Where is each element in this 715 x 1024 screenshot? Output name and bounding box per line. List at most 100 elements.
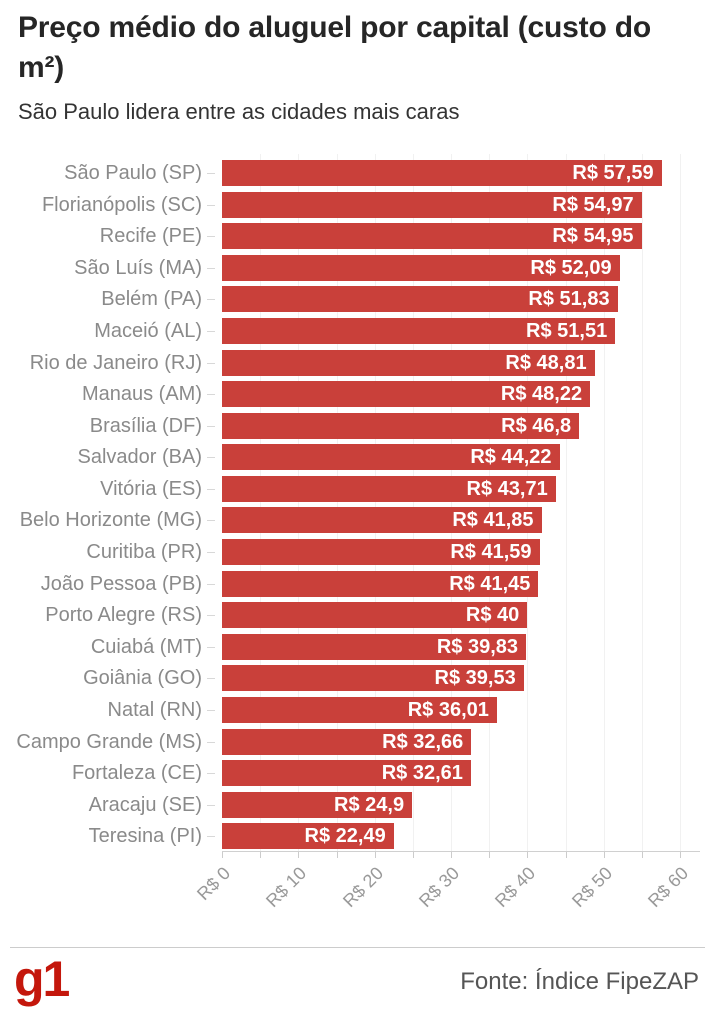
chart-row: Curitiba (PR) R$ 41,59 <box>0 539 715 565</box>
bar: R$ 48,81 <box>222 350 595 376</box>
category-tick <box>207 742 215 743</box>
x-axis-label: R$ 40 <box>491 863 540 912</box>
category-tick <box>207 363 215 364</box>
gridline <box>451 154 452 851</box>
x-axis-tick <box>298 852 300 858</box>
gridline <box>260 154 262 851</box>
category-label: Belém (PA) <box>101 288 202 310</box>
bar: R$ 24,9 <box>222 792 413 818</box>
category-tick <box>207 615 215 616</box>
category-tick <box>207 584 215 585</box>
gridline <box>336 154 338 851</box>
x-axis-tick <box>374 852 376 858</box>
category-label: Curitiba (PR) <box>86 541 202 563</box>
chart-row: Belo Horizonte (MG) R$ 41,85 <box>0 507 715 533</box>
chart-row: João Pessoa (PB) R$ 41,45 <box>0 571 715 597</box>
bar: R$ 22,49 <box>222 823 394 849</box>
bar: R$ 46,8 <box>222 413 580 439</box>
category-label: Manaus (AM) <box>81 383 202 405</box>
chart-row: Brasília (DF) R$ 46,8 <box>0 413 715 439</box>
bar: R$ 57,59 <box>222 160 662 186</box>
category-label: Aracaju (SE) <box>88 794 202 816</box>
category-tick <box>207 426 215 427</box>
value-label: R$ 39,53 <box>434 667 516 689</box>
bar: R$ 41,45 <box>222 571 539 597</box>
value-label: R$ 41,45 <box>449 573 531 595</box>
x-axis-label: R$ 20 <box>338 863 387 912</box>
g1-logo: g1 <box>14 951 70 1007</box>
value-label: R$ 32,66 <box>382 731 464 753</box>
chart-header: Preço médio do aluguel por capital (cust… <box>18 8 697 126</box>
bar: R$ 41,85 <box>222 507 542 533</box>
category-label: Maceió (AL) <box>94 320 202 342</box>
value-label: R$ 32,61 <box>381 762 463 784</box>
x-axis-tick <box>260 852 262 858</box>
value-label: R$ 51,83 <box>528 288 610 310</box>
x-axis-tick <box>489 852 491 858</box>
value-label: R$ 51,51 <box>526 320 608 342</box>
category-tick <box>207 394 215 395</box>
x-axis-tick <box>336 852 338 858</box>
category-label: João Pessoa (PB) <box>40 573 202 595</box>
bar: R$ 48,22 <box>222 381 591 407</box>
bar: R$ 44,22 <box>222 444 560 470</box>
chart-title: Preço médio do aluguel por capital (cust… <box>18 11 651 84</box>
chart-row: Maceió (AL) R$ 51,51 <box>0 318 715 344</box>
category-tick <box>207 647 215 648</box>
x-axis-label: R$ 10 <box>262 863 311 912</box>
x-axis-label: R$ 0 <box>193 863 235 905</box>
value-label: R$ 43,71 <box>466 478 548 500</box>
category-label: Florianópolis (SC) <box>41 194 202 216</box>
category-label: Cuiabá (MT) <box>90 636 202 658</box>
value-label: R$ 40 <box>465 604 520 626</box>
chart-row: Fortaleza (CE) R$ 32,61 <box>0 760 715 786</box>
value-label: R$ 41,59 <box>450 541 532 563</box>
bar: R$ 43,71 <box>222 476 556 502</box>
category-tick <box>207 520 215 521</box>
category-tick <box>207 805 215 806</box>
chart-row: Salvador (BA) R$ 44,22 <box>0 444 715 470</box>
bar: R$ 32,61 <box>222 760 471 786</box>
bar: R$ 32,66 <box>222 729 472 755</box>
value-label: R$ 46,8 <box>501 415 572 437</box>
category-tick <box>207 236 215 237</box>
bar: R$ 54,95 <box>222 223 642 249</box>
bar: R$ 40 <box>222 602 528 628</box>
bar: R$ 51,51 <box>222 318 616 344</box>
chart-row: Natal (RN) R$ 36,01 <box>0 697 715 723</box>
chart-row: Belém (PA) R$ 51,83 <box>0 286 715 312</box>
chart-row: Recife (PE) R$ 54,95 <box>0 223 715 249</box>
category-label: Vitória (ES) <box>100 478 202 500</box>
category-tick <box>207 678 215 679</box>
gridline <box>412 154 414 851</box>
gridline <box>680 154 681 851</box>
x-axis-tick <box>412 852 414 858</box>
value-label: R$ 39,83 <box>436 636 518 658</box>
chart-row: São Paulo (SP) R$ 57,59 <box>0 160 715 186</box>
value-label: R$ 54,97 <box>552 194 634 216</box>
category-label: Goiânia (GO) <box>83 667 202 689</box>
bar: R$ 39,83 <box>222 634 526 660</box>
bar: R$ 52,09 <box>222 255 620 281</box>
category-label: Fortaleza (CE) <box>71 762 202 784</box>
value-label: R$ 57,59 <box>572 162 654 184</box>
x-axis-label: R$ 30 <box>415 863 464 912</box>
category-tick <box>207 173 215 174</box>
x-axis-tick <box>565 852 567 858</box>
value-label: R$ 41,85 <box>452 509 534 531</box>
category-label: São Luís (MA) <box>74 257 202 279</box>
chart-row: Vitória (ES) R$ 43,71 <box>0 476 715 502</box>
chart-row: Campo Grande (MS) R$ 32,66 <box>0 729 715 755</box>
bar-chart: São Paulo (SP) R$ 57,59 Florianópolis (SC)… <box>0 154 715 935</box>
x-axis-tick <box>451 852 452 858</box>
bar: R$ 51,83 <box>222 286 618 312</box>
category-label: Natal (RN) <box>107 699 202 721</box>
bar: R$ 41,59 <box>222 539 540 565</box>
category-tick <box>207 489 215 490</box>
chart-row: Aracaju (SE) R$ 24,9 <box>0 792 715 818</box>
category-tick <box>207 331 215 332</box>
gridline <box>489 154 491 851</box>
value-label: R$ 22,49 <box>304 825 386 847</box>
gridline <box>298 154 300 851</box>
